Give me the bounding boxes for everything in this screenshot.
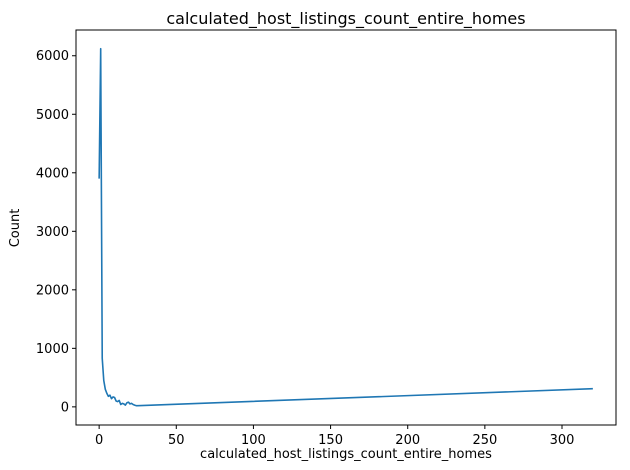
y-tick-label: 2000 [36, 283, 69, 298]
y-tick-label: 4000 [36, 166, 69, 181]
series-line [98, 47, 593, 407]
y-tick-label: 6000 [36, 49, 69, 64]
x-axis: 0 50 100 150 200 250 300 [95, 425, 574, 448]
x-tick-label: 100 [241, 433, 266, 448]
y-tick-label: 5000 [36, 108, 69, 123]
x-tick-label: 50 [168, 433, 185, 448]
x-tick-label: 200 [395, 433, 420, 448]
y-tick-label: 1000 [36, 342, 69, 357]
x-tick-label: 150 [318, 433, 343, 448]
y-axis: 0 1000 2000 3000 4000 5000 6000 [36, 49, 76, 415]
x-tick-label: 300 [550, 433, 575, 448]
plot-area [98, 47, 593, 407]
x-tick-label: 250 [472, 433, 497, 448]
x-tick-label: 0 [95, 433, 103, 448]
plot-frame [75, 29, 617, 426]
x-axis-label: calculated_host_listings_count_entire_ho… [200, 447, 492, 462]
chart-title: calculated_host_listings_count_entire_ho… [166, 9, 525, 29]
y-axis-label: Count [8, 209, 23, 248]
y-tick-label: 0 [61, 400, 69, 415]
y-tick-label: 3000 [36, 225, 69, 240]
